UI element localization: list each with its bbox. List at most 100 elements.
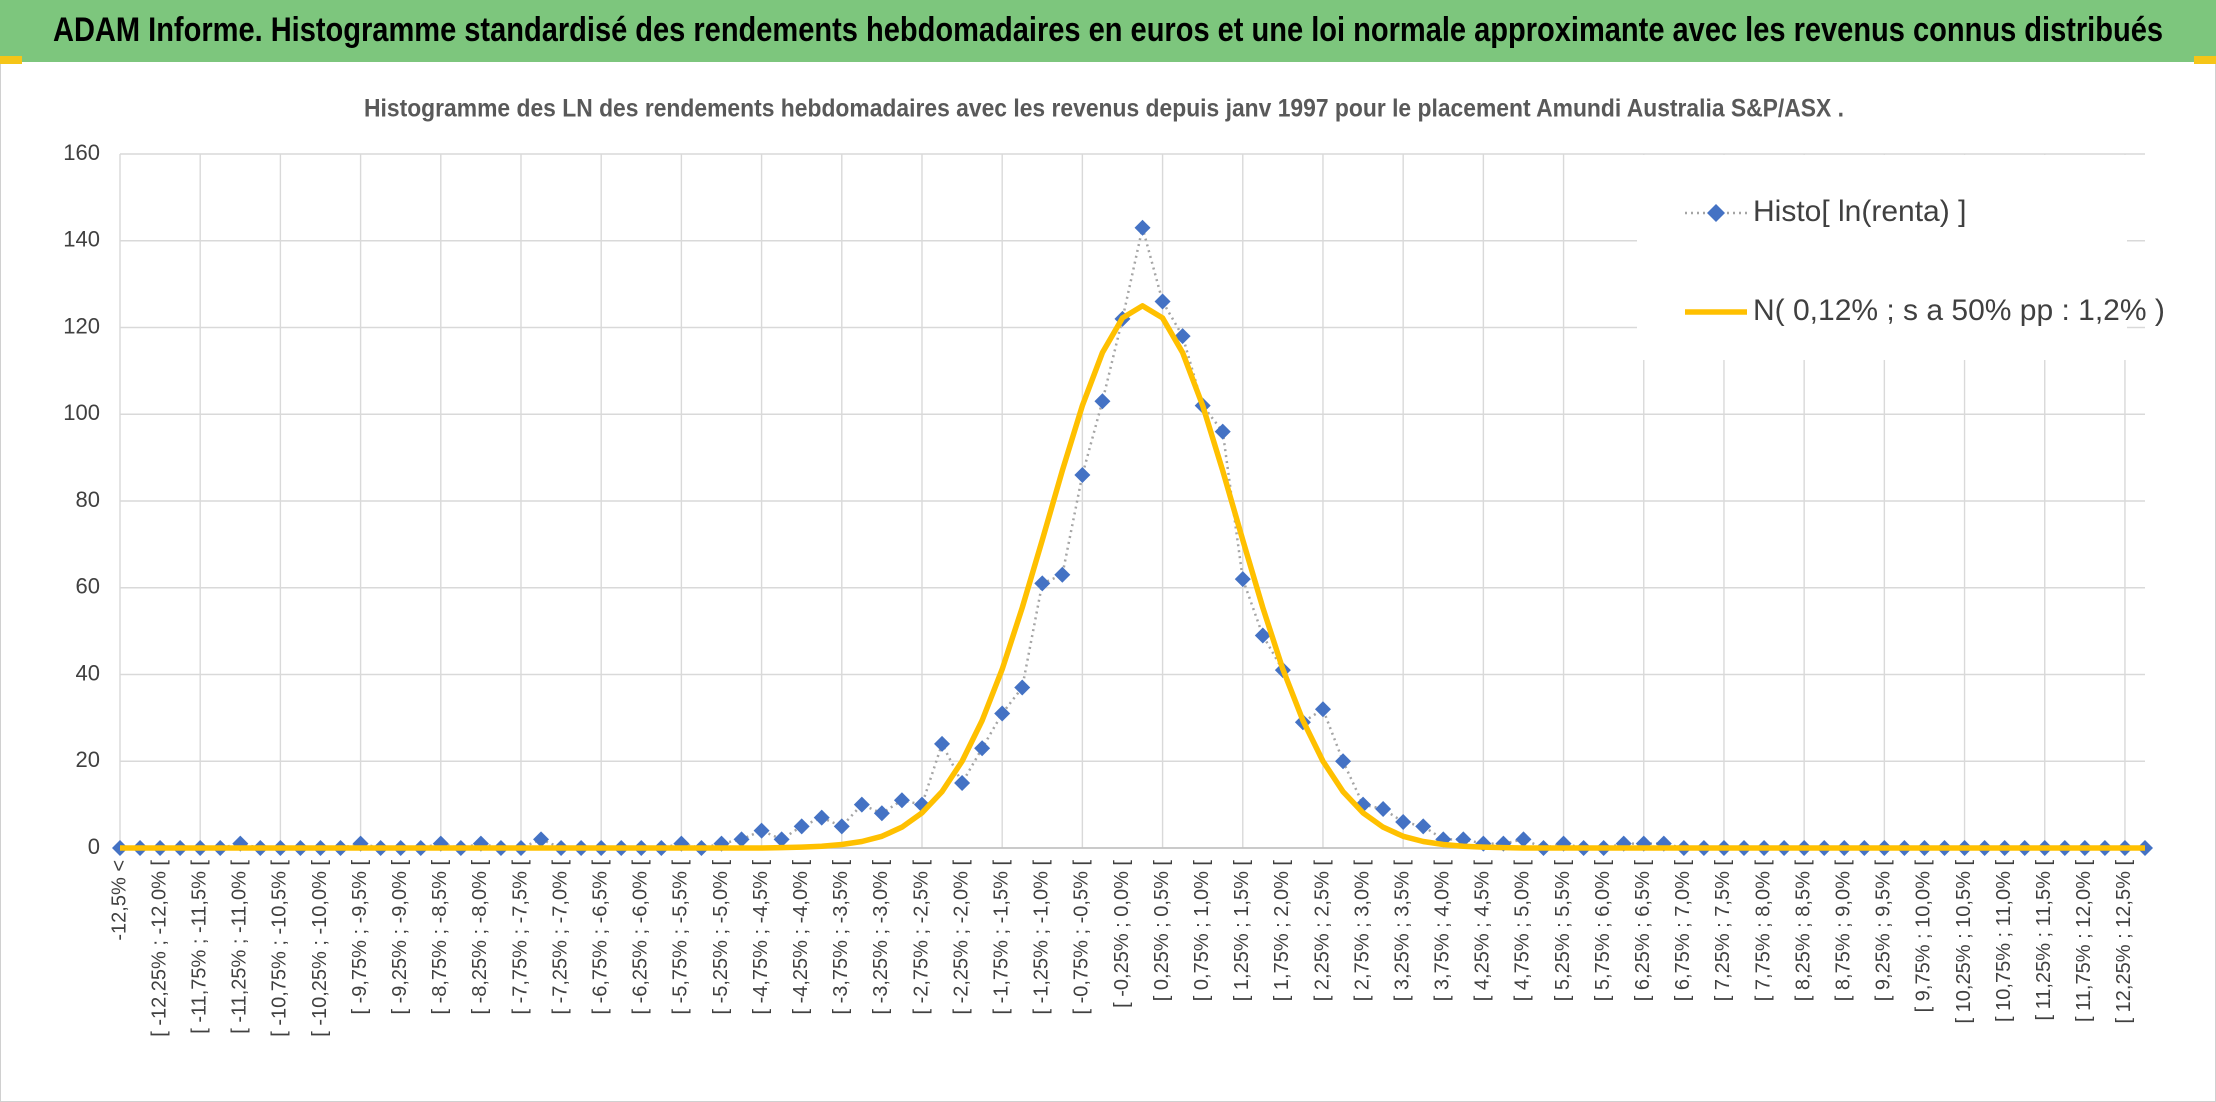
x-tick-label: [ -0,75% ; -0,5% [ — [1071, 860, 1093, 1015]
data-point — [1054, 566, 1071, 583]
x-tick-label: [ 10,25% ; 10,5% [ — [1953, 860, 1975, 1024]
y-tick-label: 100 — [63, 400, 100, 425]
x-tick-label: [ 8,75% ; 9,0% [ — [1833, 860, 1855, 1002]
header-title: ADAM Informe. Histogramme standardisé de… — [53, 11, 2163, 49]
data-point — [1134, 219, 1151, 236]
data-point — [753, 822, 770, 839]
x-tick-label: [ -8,75% ; -8,5% [ — [429, 860, 451, 1015]
x-tick-label: [ -11,75% ; -11,5% [ — [188, 860, 210, 1034]
x-tick-label: [ -6,25% ; -6,0% [ — [630, 860, 652, 1015]
data-point — [833, 818, 850, 835]
normal-curve — [120, 303, 2145, 851]
x-tick-label: [ 2,75% ; 3,0% [ — [1351, 860, 1373, 1002]
data-point — [1314, 701, 1331, 718]
legend-swatch — [1707, 204, 1725, 222]
header-bar — [0, 0, 2216, 62]
x-tick-label: [ -9,75% ; -9,5% [ — [349, 860, 371, 1015]
x-tick-label: [ 0,75% ; 1,0% [ — [1191, 860, 1213, 1002]
corner-accent — [0, 56, 22, 64]
legend-box — [1637, 155, 2127, 360]
x-tick-label: [ 7,75% ; 8,0% [ — [1752, 860, 1774, 1002]
y-tick-label: 140 — [63, 227, 100, 252]
x-tick-label: [ 3,25% ; 3,5% [ — [1391, 860, 1413, 1002]
x-tick-label: [ 5,75% ; 6,0% [ — [1592, 860, 1614, 1002]
x-tick-label: [ -7,25% ; -7,0% [ — [549, 860, 571, 1015]
x-tick-label: [ 1,75% ; 2,0% [ — [1271, 860, 1293, 1002]
x-tick-label: [ 1,25% ; 1,5% [ — [1231, 860, 1253, 1002]
x-tick-label: [ -4,25% ; -4,0% [ — [790, 860, 812, 1015]
data-point — [873, 805, 890, 822]
x-tick-label: [ -7,75% ; -7,5% [ — [509, 860, 531, 1015]
data-point — [773, 831, 790, 848]
x-tick-label: [ -4,75% ; -4,5% [ — [750, 860, 772, 1015]
y-tick-label: 60 — [76, 574, 100, 599]
x-tick-label: [ -0,25% ; 0,0% [ — [1111, 860, 1133, 1008]
legend-label: N( 0,12% ; s a 50% pp : 1,2% ) — [1753, 294, 2165, 327]
legend-label: Histo[ ln(renta) ] — [1753, 195, 1966, 228]
data-point — [1375, 800, 1392, 817]
data-point — [533, 831, 550, 848]
data-point — [733, 831, 750, 848]
y-tick-label: 120 — [63, 313, 100, 338]
data-point — [1014, 679, 1031, 696]
data-point — [853, 796, 870, 813]
y-tick-label: 0 — [88, 834, 100, 859]
x-tick-label: [ 11,75% ; 12,0% [ — [2073, 860, 2095, 1022]
data-point — [1074, 466, 1091, 483]
data-point — [1034, 575, 1051, 592]
x-tick-label: [ 11,25% ; 11,5% [ — [2033, 860, 2055, 1021]
x-tick-label: [ -10,25% ; -10,0% [ — [309, 860, 331, 1037]
data-point — [934, 735, 951, 752]
x-tick-label: [ 7,25% ; 7,5% [ — [1712, 860, 1734, 1002]
data-point — [1335, 753, 1352, 770]
data-point — [1154, 293, 1171, 310]
data-point — [813, 809, 830, 826]
x-tick-label: [ 6,25% ; 6,5% [ — [1632, 860, 1654, 1002]
x-tick-label: [ 6,75% ; 7,0% [ — [1672, 860, 1694, 1002]
x-tick-label: [ -10,75% ; -10,5% [ — [269, 860, 291, 1037]
data-point — [1415, 818, 1432, 835]
data-point — [1395, 813, 1412, 830]
x-tick-label: [ 12,25% ; 12,5% [ — [2113, 860, 2135, 1024]
x-tick-label: [ -6,75% ; -6,5% [ — [589, 860, 611, 1015]
x-tick-label: [ -8,25% ; -8,0% [ — [469, 860, 491, 1015]
data-point — [954, 774, 971, 791]
x-tick-label: [ 8,25% ; 8,5% [ — [1792, 860, 1814, 1002]
data-point — [1214, 423, 1231, 440]
data-point — [974, 740, 991, 757]
data-point — [1254, 627, 1271, 644]
data-point — [893, 792, 910, 809]
x-tick-label: [ -3,75% ; -3,5% [ — [830, 860, 852, 1015]
y-tick-label: 20 — [76, 747, 100, 772]
x-tick-label: [ 2,25% ; 2,5% [ — [1311, 860, 1333, 1002]
x-tick-label: [ -1,25% ; -1,0% [ — [1031, 860, 1053, 1015]
data-point — [1094, 393, 1111, 410]
data-point — [1515, 831, 1532, 848]
x-tick-label: [ 9,75% ; 10,0% [ — [1913, 860, 1935, 1013]
x-tick-label: -12,5% < — [108, 860, 130, 941]
x-tick-label: [ 10,75% ; 11,0% [ — [1993, 860, 2015, 1022]
x-tick-label: [ 5,25% ; 5,5% [ — [1552, 860, 1574, 1002]
x-tick-label: [ -9,25% ; -9,0% [ — [389, 860, 411, 1015]
x-tick-label: [ 4,25% ; 4,5% [ — [1472, 860, 1494, 1002]
x-tick-label: [ 0,25% ; 0,5% [ — [1151, 860, 1173, 1002]
y-tick-label: 160 — [63, 140, 100, 165]
x-tick-label: [ 4,75% ; 5,0% [ — [1512, 860, 1534, 1002]
data-point — [1234, 571, 1251, 588]
x-tick-label: [ -2,75% ; -2,5% [ — [910, 860, 932, 1015]
x-tick-label: [ -1,75% ; -1,5% [ — [990, 860, 1012, 1015]
corner-accent — [2194, 56, 2216, 64]
data-point — [994, 705, 1011, 722]
data-point — [793, 818, 810, 835]
y-tick-label: 40 — [76, 660, 100, 685]
x-tick-label: [ -11,25% ; -11,0% [ — [229, 860, 251, 1034]
x-tick-label: [ -12,25% ; -12,0% [ — [148, 860, 170, 1037]
x-tick-label: [ -5,75% ; -5,5% [ — [670, 860, 692, 1015]
data-point — [1174, 328, 1191, 345]
x-tick-label: [ -2,25% ; -2,0% [ — [950, 860, 972, 1015]
x-tick-label: [ 9,25% ; 9,5% [ — [1873, 860, 1895, 1002]
x-tick-label: [ -3,25% ; -3,0% [ — [870, 860, 892, 1015]
chart-title: Histogramme des LN des rendements hebdom… — [364, 95, 1844, 123]
